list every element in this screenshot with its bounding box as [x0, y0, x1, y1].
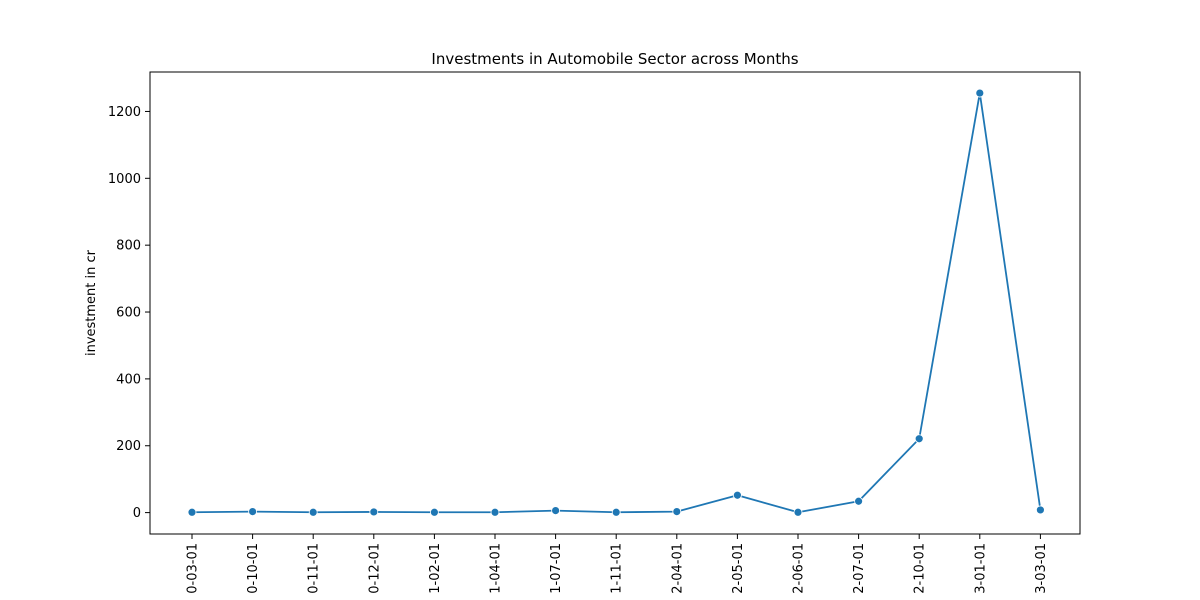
- x-tick-label: 2-07-01: [852, 543, 867, 594]
- x-tick-label: 2-10-01: [913, 543, 928, 594]
- chart-title: Investments in Automobile Sector across …: [431, 50, 798, 68]
- y-axis: 0 200 400 600 800 1000 1200: [108, 105, 150, 521]
- y-tick-label: 200: [116, 439, 141, 454]
- data-point: [733, 490, 742, 500]
- data-point: [248, 507, 258, 517]
- y-tick-label: 1000: [108, 172, 141, 187]
- plot-frame: [149, 71, 1081, 535]
- series-line: [191, 92, 1042, 514]
- data-point: [187, 507, 197, 517]
- data-point: [490, 507, 500, 517]
- x-tick-label: 0-12-01: [367, 543, 382, 594]
- x-tick-label: 3-01-01: [973, 543, 988, 594]
- data-point: [854, 496, 863, 506]
- data-point: [793, 507, 803, 517]
- data-point: [429, 507, 439, 517]
- x-tick-label: 0-11-01: [307, 543, 322, 594]
- x-tick-label: 3-03-01: [1034, 543, 1049, 594]
- y-tick-label: 800: [116, 239, 141, 254]
- y-tick-label: 0: [133, 506, 141, 521]
- x-tick-label: 2-05-01: [731, 543, 746, 594]
- y-tick-label: 600: [116, 306, 141, 321]
- series-layer: [187, 88, 1045, 517]
- x-tick-label: 1-02-01: [428, 543, 443, 594]
- x-axis: 0-03-01 0-10-01 0-11-01 0-12-01 1-02-01 1-04-…: [186, 534, 1049, 594]
- data-point: [308, 507, 318, 517]
- x-tick-label: 1-07-01: [549, 543, 564, 594]
- x-tick-label: 1-04-01: [489, 543, 504, 594]
- x-tick-label: 2-04-01: [670, 543, 685, 594]
- x-tick-label: 2-06-01: [792, 543, 807, 594]
- y-axis-label: investment in cr: [84, 249, 99, 356]
- x-tick-label: 1-11-01: [610, 543, 625, 594]
- data-point: [975, 88, 985, 98]
- data-point: [369, 507, 379, 517]
- y-tick-label: 400: [116, 372, 141, 387]
- data-point: [551, 506, 560, 515]
- x-tick-label: 0-03-01: [186, 543, 201, 594]
- y-tick-label: 1200: [108, 105, 141, 120]
- data-point: [1036, 505, 1045, 515]
- x-tick-label: 0-10-01: [246, 543, 261, 594]
- data-point: [611, 507, 621, 517]
- data-point: [672, 507, 682, 517]
- data-point: [914, 434, 924, 444]
